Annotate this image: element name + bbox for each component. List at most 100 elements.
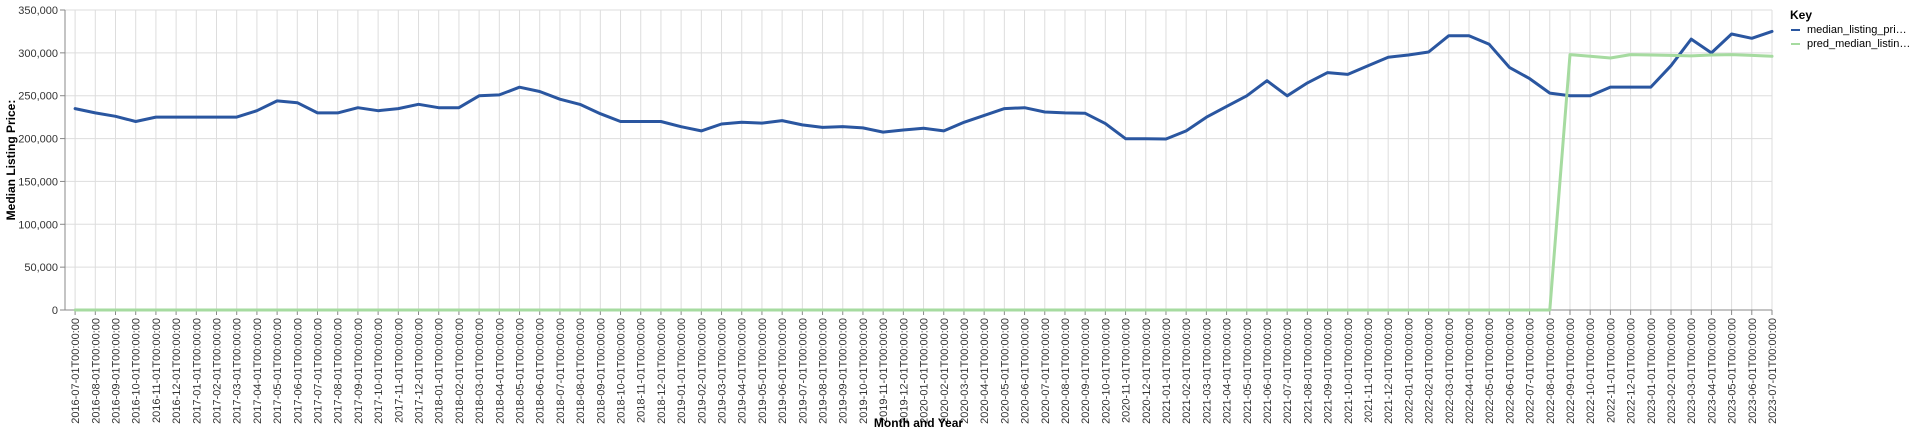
x-tick-label: 2020-04-01T00:00:00	[979, 318, 991, 424]
x-tick-label: 2022-08-01T00:00:00	[1545, 318, 1557, 424]
x-tick-label: 2020-06-01T00:00:00	[1020, 318, 1032, 424]
x-tick-label: 2021-05-01T00:00:00	[1242, 318, 1254, 424]
x-tick-label: 2019-11-01T00:00:00	[878, 318, 890, 423]
x-tick-label: 2018-03-01T00:00:00	[474, 318, 486, 424]
series-line-0	[73, 29, 1774, 141]
x-tick-label: 2022-02-01T00:00:00	[1424, 318, 1436, 424]
x-tick-label: 2016-09-01T00:00:00	[111, 318, 123, 424]
x-tick-label: 2023-03-01T00:00:00	[1686, 318, 1698, 424]
x-tick-label: 2016-08-01T00:00:00	[90, 318, 102, 424]
gridlines	[65, 9, 1773, 311]
y-tick-label: 0	[52, 305, 58, 317]
x-tick-label: 2019-12-01T00:00:00	[898, 318, 910, 424]
x-tick-label: 2018-06-01T00:00:00	[535, 318, 547, 424]
x-tick-label: 2023-07-01T00:00:00	[1767, 318, 1779, 424]
x-tick-label: 2021-10-01T00:00:00	[1343, 318, 1355, 424]
x-tick-label: 2020-10-01T00:00:00	[1100, 318, 1112, 424]
y-tick-label: 150,000	[18, 176, 58, 188]
x-tick-label: 2017-09-01T00:00:00	[353, 318, 365, 424]
x-tick-label: 2018-08-01T00:00:00	[575, 318, 587, 424]
x-tick-label: 2018-07-01T00:00:00	[555, 318, 567, 424]
x-tick-label: 2017-07-01T00:00:00	[313, 318, 325, 424]
x-tick-label: 2020-11-01T00:00:00	[1121, 318, 1133, 423]
x-axis-title: Month and Year	[874, 416, 963, 430]
x-tick-label: 2016-11-01T00:00:00	[151, 318, 163, 423]
x-tick-label: 2016-07-01T00:00:00	[70, 318, 82, 424]
x-tick-label: 2021-07-01T00:00:00	[1282, 318, 1294, 424]
x-tick-label: 2019-03-01T00:00:00	[717, 318, 729, 424]
x-tick-label: 2020-12-01T00:00:00	[1141, 318, 1153, 424]
x-tick-label: 2018-11-01T00:00:00	[636, 318, 648, 423]
x-tick-label: 2017-03-01T00:00:00	[232, 318, 244, 424]
y-tick-label: 50,000	[24, 262, 58, 274]
x-tick-label: 2019-05-01T00:00:00	[757, 318, 769, 424]
x-tick-label: 2021-08-01T00:00:00	[1302, 318, 1314, 424]
legend-items: median_listing_pri… pred_median_listin…	[1791, 24, 1910, 50]
x-tick-label: 2021-09-01T00:00:00	[1323, 318, 1335, 424]
y-tick-label: 350,000	[18, 5, 58, 17]
x-tick-label: 2022-10-01T00:00:00	[1585, 318, 1597, 424]
x-tick-label: 2022-07-01T00:00:00	[1525, 318, 1537, 424]
y-tick-label: 300,000	[18, 48, 58, 60]
x-tick-label: 2020-03-01T00:00:00	[959, 318, 971, 424]
x-tick-label: 2022-03-01T00:00:00	[1444, 318, 1456, 424]
axes	[60, 9, 1773, 315]
x-tick-label: 2022-04-01T00:00:00	[1464, 318, 1476, 424]
x-tick-label: 2020-07-01T00:00:00	[1040, 318, 1052, 424]
y-axis-title: Median Listing Price:	[4, 100, 18, 221]
x-tick-label: 2021-06-01T00:00:00	[1262, 318, 1274, 424]
x-tick-label: 2019-06-01T00:00:00	[777, 318, 789, 424]
x-tick-label: 2017-12-01T00:00:00	[414, 318, 426, 424]
y-tick-label: 250,000	[18, 91, 58, 103]
x-tick-label: 2021-03-01T00:00:00	[1201, 318, 1213, 424]
x-tick-label: 2018-12-01T00:00:00	[656, 318, 668, 424]
x-tick-label: 2021-02-01T00:00:00	[1181, 318, 1193, 424]
legend: Key median_listing_pri… pred_median_listi…	[1790, 8, 1910, 50]
x-tick-label: 2020-09-01T00:00:00	[1080, 318, 1092, 424]
x-tick-label: 2021-11-01T00:00:00	[1363, 318, 1375, 423]
x-tick-label: 2019-01-01T00:00:00	[676, 318, 688, 424]
x-tick-label: 2022-11-01T00:00:00	[1605, 318, 1617, 423]
x-tick-label: 2016-10-01T00:00:00	[131, 318, 143, 424]
x-tick-label: 2018-05-01T00:00:00	[515, 318, 527, 424]
x-tick-label: 2017-01-01T00:00:00	[191, 318, 203, 424]
legend-label: median_listing_pri…	[1807, 24, 1907, 36]
x-tick-label: 2017-04-01T00:00:00	[252, 318, 264, 424]
x-tick-label: 2022-12-01T00:00:00	[1626, 318, 1638, 424]
x-tick-label: 2023-06-01T00:00:00	[1747, 318, 1759, 424]
y-tick-label: 100,000	[18, 219, 58, 231]
x-tick-label: 2019-08-01T00:00:00	[818, 318, 830, 424]
x-tick-label: 2021-04-01T00:00:00	[1222, 318, 1234, 424]
y-tick-labels: 0 50,000 100,000 150,000 200,000 250,000 300,0…	[18, 5, 58, 317]
x-tick-label: 2022-06-01T00:00:00	[1504, 318, 1516, 424]
x-tick-label: 2019-02-01T00:00:00	[696, 318, 708, 424]
x-tick-label: 2019-09-01T00:00:00	[838, 318, 850, 424]
x-tick-label: 2018-10-01T00:00:00	[616, 318, 628, 424]
x-tick-labels: 2016-07-01T00:00:00 2016-08-01T00:00:00 20…	[70, 318, 1779, 424]
x-tick-label: 2017-05-01T00:00:00	[272, 318, 284, 424]
x-tick-label: 2019-04-01T00:00:00	[737, 318, 749, 424]
x-tick-label: 2019-10-01T00:00:00	[858, 318, 870, 424]
y-tick-label: 200,000	[18, 134, 58, 146]
x-tick-label: 2018-04-01T00:00:00	[494, 318, 506, 424]
x-tick-label: 2022-01-01T00:00:00	[1403, 318, 1415, 424]
x-tick-label: 2021-12-01T00:00:00	[1383, 318, 1395, 424]
x-tick-label: 2023-02-01T00:00:00	[1666, 318, 1678, 424]
x-tick-label: 2022-05-01T00:00:00	[1484, 318, 1496, 424]
x-tick-label: 2020-02-01T00:00:00	[939, 318, 951, 424]
legend-label: pred_median_listin…	[1807, 38, 1910, 50]
x-tick-label: 2017-06-01T00:00:00	[292, 318, 304, 424]
x-tick-label: 2017-10-01T00:00:00	[373, 318, 385, 424]
x-tick-label: 2018-02-01T00:00:00	[454, 318, 466, 424]
x-tick-label: 2020-05-01T00:00:00	[999, 318, 1011, 424]
legend-title: Key	[1790, 8, 1812, 22]
x-tick-label: 2017-11-01T00:00:00	[393, 318, 405, 423]
x-tick-label: 2018-01-01T00:00:00	[434, 318, 446, 424]
series-line-1	[73, 53, 1774, 312]
x-tick-label: 2023-01-01T00:00:00	[1646, 318, 1658, 424]
x-tick-label: 2018-09-01T00:00:00	[595, 318, 607, 424]
x-tick-label: 2023-04-01T00:00:00	[1706, 318, 1718, 424]
series-lines	[73, 29, 1774, 312]
